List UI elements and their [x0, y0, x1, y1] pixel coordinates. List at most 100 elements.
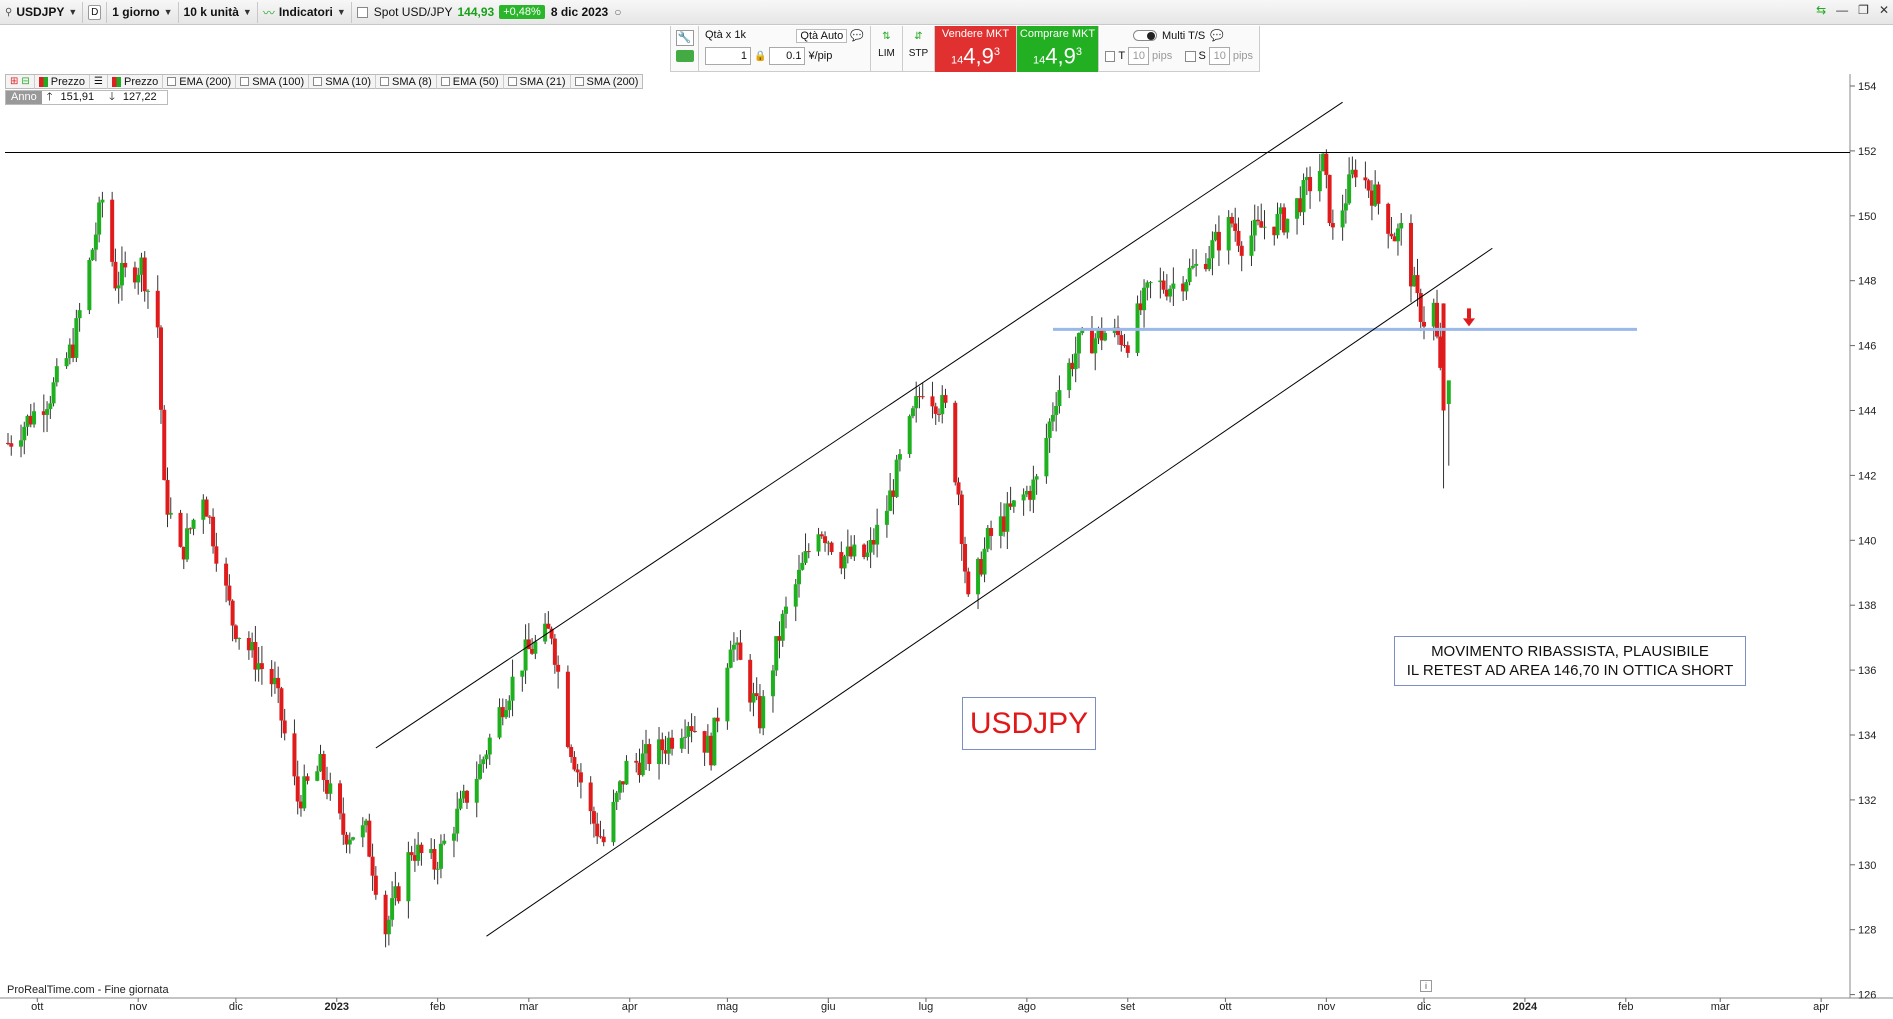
candle-down	[142, 257, 147, 292]
zoom-in-icon[interactable]: ⊞	[10, 76, 19, 87]
candle-up	[1343, 203, 1348, 211]
candle-up	[487, 737, 492, 755]
stop-loss-checkbox[interactable]	[1185, 50, 1196, 62]
candle-down	[598, 836, 603, 838]
candle-down	[344, 834, 349, 845]
zoom-out-icon[interactable]: ⊟	[21, 76, 30, 87]
take-profit-input[interactable]: 10	[1128, 47, 1150, 65]
stp-button[interactable]: ⇵ STP	[903, 26, 935, 72]
sync-icon[interactable]: ⇆	[1816, 3, 1827, 17]
candle-up	[816, 534, 821, 552]
candle-down	[1008, 503, 1013, 507]
buy-market-button[interactable]: Comprare MKT 144,93	[1017, 26, 1099, 72]
info-icon[interactable]: i	[1420, 980, 1432, 992]
indicator-ema-50[interactable]: EMA (50)	[437, 74, 504, 89]
candle-up	[1102, 332, 1107, 341]
y-axis-ticks: 154 152 150 148 146 144 142 140 138 136 134 132 130 1…	[1850, 81, 1876, 1002]
candle-up	[256, 663, 261, 670]
lim-label: LIM	[878, 48, 895, 59]
candle-up	[1213, 231, 1218, 241]
sell-market-button[interactable]: Vendere MKT 144,93	[935, 26, 1017, 72]
pip-unit: ¥/pip	[808, 50, 833, 62]
pip-value-input[interactable]: 0.1	[769, 47, 806, 65]
instrument-checkbox[interactable]	[356, 6, 368, 18]
candle-down	[207, 516, 212, 518]
units-selector[interactable]: 10 k unità ▼	[179, 1, 258, 23]
indicator-sma-100[interactable]: SMA (100)	[236, 74, 310, 89]
candle-down	[1070, 362, 1075, 370]
checkbox-icon	[574, 77, 584, 86]
candle-down	[6, 442, 10, 444]
comment-annotation[interactable]: MOVIMENTO RIBASSISTA, PLAUSIBILE IL RETE…	[1394, 636, 1746, 686]
indicator-ema-200[interactable]: EMA (200)	[163, 74, 237, 89]
candle-up	[1304, 177, 1309, 180]
candle-up	[845, 546, 850, 557]
candle-up	[451, 833, 456, 841]
comment-line-2: IL RETEST AD AREA 146,70 IN OTTICA SHORT	[1406, 662, 1734, 679]
candle-down	[28, 415, 33, 425]
range-high: 🡑 151,91	[46, 91, 95, 103]
indicator-sma-21[interactable]: SMA (21)	[504, 74, 571, 89]
indicator-price[interactable]: Prezzo	[108, 74, 164, 89]
checkbox-icon	[507, 77, 517, 86]
candle-down	[591, 811, 596, 824]
zoom-controls[interactable]: ⊞ ⊟	[6, 74, 35, 89]
candle-up	[1373, 184, 1378, 206]
candle-down	[246, 637, 251, 651]
indicator-sma-8[interactable]: SMA (8)	[376, 74, 437, 89]
y-tick-label: 142	[1858, 470, 1876, 482]
take-stop-column: Multi T/S 💬 T 10 pips S 10 pips	[1099, 26, 1259, 72]
multi-ts-toggle[interactable]	[1133, 30, 1157, 41]
candle-up	[1005, 503, 1010, 532]
keyboard-icon[interactable]	[675, 50, 694, 62]
minimize-icon[interactable]: —	[1836, 3, 1849, 17]
candle-up	[504, 710, 509, 718]
candle-down	[1327, 174, 1332, 224]
lock-icon[interactable]: 🔒	[754, 50, 767, 62]
quantity-input[interactable]: 1	[705, 47, 751, 65]
indicator-price-candles[interactable]: Prezzo	[35, 74, 91, 89]
candle-up	[119, 262, 124, 286]
candles	[6, 149, 1451, 948]
candle-up	[800, 562, 805, 570]
wrench-icon[interactable]: 🔧	[675, 30, 694, 46]
candle-up	[1194, 263, 1199, 266]
candle-up	[272, 677, 277, 685]
y-tick-label: 138	[1858, 600, 1876, 612]
take-profit-checkbox[interactable]	[1105, 50, 1116, 62]
symbol-selector[interactable]: ⚲ USDJPY ▼	[0, 1, 84, 23]
range-low: 🡓 127,22	[109, 91, 157, 103]
stop-loss-input[interactable]: 10	[1208, 47, 1230, 65]
indicators-button[interactable]: 〰 Indicatori ▼	[258, 1, 352, 23]
timeframe-selector[interactable]: 1 giorno ▼	[107, 1, 179, 23]
candle-up	[1050, 414, 1055, 422]
candle-down	[829, 542, 834, 553]
x-tick-label: ago	[1018, 1001, 1036, 1013]
candle-down	[1255, 219, 1260, 222]
candle-up	[318, 754, 323, 772]
x-tick-label: 2024	[1513, 1001, 1538, 1013]
restore-icon[interactable]: ❐	[1858, 3, 1869, 17]
period-button[interactable]: D	[83, 1, 108, 23]
candle-down	[689, 726, 694, 732]
indicator-sma-10[interactable]: SMA (10)	[309, 74, 377, 89]
candle-down	[1229, 216, 1234, 224]
candle-up	[725, 667, 730, 722]
candle-down	[637, 762, 642, 776]
close-icon[interactable]: ✕	[1878, 3, 1889, 17]
title-annotation[interactable]: USDJPY	[962, 697, 1096, 750]
indicator-price-list[interactable]: ☰	[90, 74, 108, 89]
candle-down	[575, 769, 580, 773]
candle-down	[709, 735, 714, 766]
candle-up	[657, 739, 662, 765]
chat-bubble-icon[interactable]: 💬	[1210, 30, 1224, 42]
candle-up	[940, 395, 945, 415]
candle-up	[93, 234, 98, 250]
indicator-sma-200[interactable]: SMA (200)	[571, 75, 643, 89]
candle-up	[1431, 302, 1436, 327]
lim-button[interactable]: ⇅ LIM	[871, 26, 903, 72]
chat-bubble-icon[interactable]: 💬	[850, 30, 864, 42]
candle-down	[155, 290, 160, 328]
x-tick-label: mar	[1711, 1001, 1730, 1013]
